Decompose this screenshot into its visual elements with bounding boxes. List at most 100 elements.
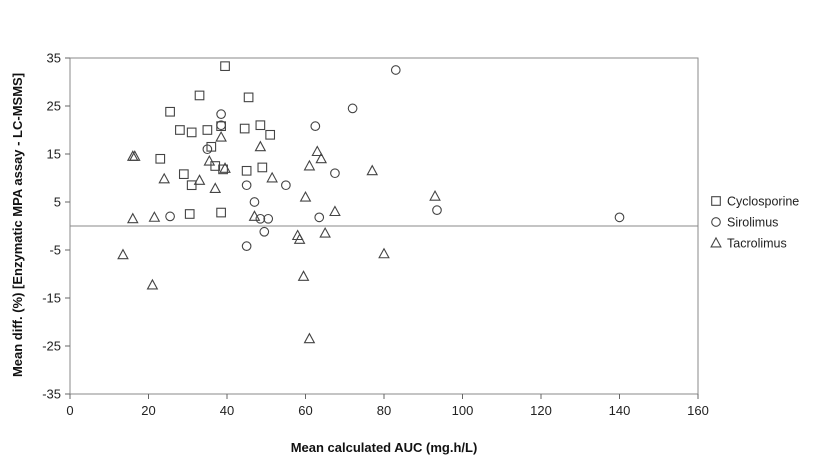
legend-triangle-icon (710, 236, 722, 248)
x-tick-label: 60 (298, 403, 312, 418)
y-axis-title: Mean diff. (%) [Enzymatic MPA assay - LC… (10, 73, 25, 377)
circle-point (263, 213, 274, 224)
triangle-point (128, 150, 141, 161)
plot-area (69, 57, 699, 395)
triangle-point (303, 332, 316, 344)
circle-point (310, 121, 321, 132)
y-tick-label: 5 (54, 195, 61, 210)
square-point (178, 169, 189, 180)
y-tick-label: -5 (49, 243, 61, 258)
circle-point (614, 212, 625, 223)
triangle-point (378, 247, 390, 259)
square-point (210, 161, 221, 171)
y-tick-label: -15 (42, 291, 61, 306)
x-tick-label: 100 (452, 403, 474, 418)
triangle-point (215, 130, 227, 142)
y-axis-ticks: -35 -25 -15 -5 5 15 25 35 (42, 51, 70, 402)
x-axis-ticks: 0 20 40 60 80 100 120 140 160 (66, 394, 709, 418)
legend-item-sirolimus: Sirolimus (711, 216, 778, 230)
circle-point (241, 180, 252, 191)
legend-label: Sirolimus (727, 216, 778, 230)
triangle-point (193, 174, 206, 185)
legend-square-icon (711, 196, 721, 206)
square-point (218, 164, 228, 175)
series-sirolimus (165, 65, 625, 252)
square-point (265, 129, 276, 140)
x-tick-label: 120 (530, 403, 552, 418)
circle-point (432, 205, 442, 216)
circle-point (241, 241, 252, 252)
y-tick-label: -35 (42, 387, 61, 402)
circle-point (390, 65, 401, 75)
x-tick-label: 0 (66, 403, 73, 418)
y-tick-label: -25 (42, 339, 61, 354)
x-axis-title: Mean calculated AUC (mg.h/L) (291, 440, 478, 455)
circle-point (202, 144, 213, 155)
triangle-point (219, 162, 231, 173)
y-tick-label: 35 (47, 51, 61, 66)
y-tick-label: 15 (47, 147, 61, 162)
x-tick-label: 80 (377, 403, 391, 418)
triangle-point (254, 140, 267, 152)
triangle-point (158, 172, 171, 184)
legend-label: Tacrolimus (727, 237, 787, 251)
triangle-point (299, 190, 312, 202)
triangle-point (315, 152, 328, 164)
circle-point (165, 211, 175, 222)
triangle-point (126, 212, 139, 224)
x-tick-label: 140 (609, 403, 631, 418)
square-point (220, 61, 230, 72)
square-point (155, 153, 166, 164)
triangle-point (148, 211, 161, 222)
legend-label: Cyclosporine (727, 195, 799, 209)
square-point (175, 125, 185, 135)
triangle-point (266, 171, 278, 183)
square-point (216, 207, 226, 218)
series-cyclosporine (155, 61, 276, 219)
square-point (184, 209, 195, 219)
square-point (186, 127, 197, 138)
square-point (241, 165, 252, 176)
square-point (243, 92, 254, 103)
triangle-point (329, 205, 341, 217)
triangle-point (311, 145, 324, 157)
data-points (117, 61, 625, 344)
legend-item-tacrolimus: Tacrolimus (710, 236, 787, 251)
x-tick-label: 20 (141, 403, 155, 418)
circle-point (281, 180, 291, 191)
y-tick-label: 25 (47, 99, 61, 114)
series-tacrolimus (117, 130, 441, 344)
triangle-point (303, 159, 316, 171)
square-point (186, 180, 197, 191)
triangle-point (297, 270, 310, 281)
triangle-point (429, 189, 441, 201)
triangle-point (293, 233, 306, 244)
circle-point (330, 168, 340, 179)
circle-point (255, 213, 266, 224)
circle-point (216, 120, 226, 131)
circle-point (259, 226, 270, 237)
square-point (194, 90, 205, 101)
triangle-point (203, 154, 216, 166)
circle-point (249, 197, 260, 207)
square-point (202, 125, 213, 135)
x-tick-label: 160 (687, 403, 709, 418)
square-point (165, 106, 175, 117)
square-point (255, 120, 266, 131)
legend-item-cyclosporine: Cyclosporine (711, 195, 799, 209)
square-point (257, 162, 268, 173)
triangle-point (366, 164, 379, 176)
legend: Cyclosporine Sirolimus Tacrolimus (710, 195, 799, 251)
triangle-point (209, 182, 222, 194)
triangle-point (146, 278, 159, 290)
circle-point (314, 212, 325, 223)
triangle-point (248, 210, 261, 221)
legend-circle-icon (711, 217, 721, 227)
circle-point (347, 103, 358, 114)
square-point (239, 123, 250, 134)
circle-point (216, 109, 226, 120)
triangle-point (117, 248, 129, 260)
triangle-point (319, 226, 331, 238)
x-tick-label: 40 (220, 403, 234, 418)
